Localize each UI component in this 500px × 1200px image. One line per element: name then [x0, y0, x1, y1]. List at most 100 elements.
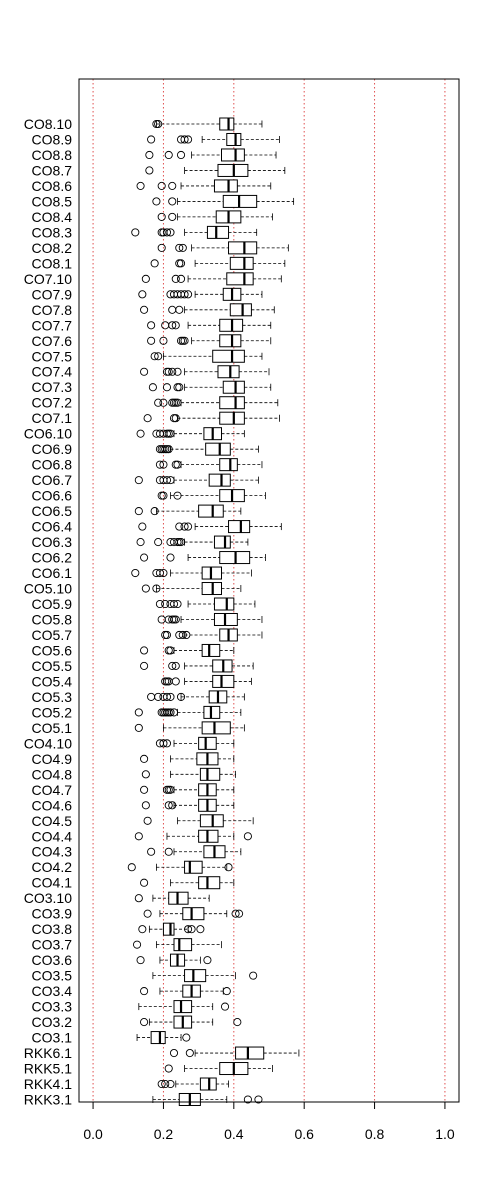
box-CO5.10 [141, 582, 242, 596]
outlier-point [168, 305, 177, 314]
outlier-point [175, 383, 184, 392]
y-label-CO3.1: CO3.1 [32, 1030, 73, 1046]
outlier-point [141, 274, 150, 283]
box-CO7.8 [140, 303, 275, 317]
outlier-point [154, 538, 163, 547]
iqr-box [201, 643, 221, 657]
box-CO4.4 [134, 829, 252, 843]
outlier-point [180, 522, 189, 531]
iqr-box [229, 256, 254, 270]
y-label-RKK3.1: RKK3.1 [24, 1091, 72, 1107]
box-RKK4.1 [157, 1077, 229, 1091]
box-CO7.5 [150, 349, 263, 363]
y-label-CO8.10: CO8.10 [24, 116, 72, 132]
y-label-CO7.8: CO7.8 [32, 302, 73, 318]
iqr-box [198, 876, 221, 890]
iqr-box [184, 860, 203, 874]
box-CO7.4 [140, 365, 270, 379]
y-axis-labels: CO8.10CO8.9CO8.8CO8.7CO8.6CO8.5CO8.4CO8.… [24, 116, 72, 1107]
outlier-point [178, 243, 187, 252]
y-label-CO4.1: CO4.1 [32, 875, 73, 891]
outlier-point [224, 863, 233, 872]
outlier-point [131, 568, 140, 578]
box-CO3.8 [138, 922, 205, 936]
outlier-point [182, 1033, 191, 1042]
iqr-box [213, 179, 238, 193]
iqr-box [235, 1046, 265, 1060]
outlier-point [164, 801, 173, 810]
outlier-point [141, 801, 150, 810]
y-label-CO7.4: CO7.4 [32, 364, 73, 380]
outlier-point [164, 785, 173, 794]
iqr-box [208, 473, 231, 487]
iqr-box [206, 225, 230, 239]
outlier-point [187, 925, 196, 934]
y-label-CO3.6: CO3.6 [32, 952, 73, 968]
outlier-point [162, 692, 172, 701]
box-CO8.9 [147, 132, 280, 146]
box-CO4.8 [141, 767, 236, 781]
y-label-CO7.1: CO7.1 [32, 410, 73, 426]
iqr-box [198, 504, 224, 518]
outlier-point [164, 429, 173, 438]
box-CO6.3 [136, 535, 249, 549]
y-label-CO6.5: CO6.5 [32, 503, 73, 519]
y-label-CO3.8: CO3.8 [32, 921, 73, 937]
y-label-CO7.2: CO7.2 [32, 395, 73, 411]
box-CO5.3 [147, 690, 245, 704]
box-CO3.3 [138, 1000, 230, 1014]
y-label-CO6.6: CO6.6 [32, 488, 73, 504]
outlier-point [141, 770, 150, 779]
outlier-point [145, 150, 154, 160]
outlier-point [196, 925, 205, 934]
y-label-CO5.7: CO5.7 [32, 627, 73, 643]
outlier-point [155, 568, 164, 578]
y-label-CO4.2: CO4.2 [32, 859, 73, 875]
outlier-point [243, 1095, 252, 1104]
box-RKK5.1 [164, 1062, 273, 1076]
outlier-point [161, 1079, 170, 1089]
outlier-point [176, 274, 186, 283]
outlier-point [140, 754, 149, 763]
y-label-CO3.10: CO3.10 [24, 890, 72, 906]
outlier-point [176, 259, 186, 268]
outlier-point [175, 522, 184, 531]
outlier-point [131, 228, 140, 237]
box-CO8.5 [152, 194, 295, 208]
iqr-box [229, 303, 252, 317]
box-CO4.5 [143, 814, 254, 828]
outlier-point [166, 429, 175, 438]
y-label-CO5.8: CO5.8 [32, 611, 73, 627]
outlier-point [169, 414, 179, 423]
x-tick-label: 0.8 [365, 1126, 385, 1142]
y-label-RKK4.1: RKK4.1 [24, 1076, 72, 1092]
outlier-point [138, 522, 147, 531]
outlier-point [157, 181, 166, 190]
outlier-point [180, 135, 189, 144]
box-CO6.8 [155, 458, 263, 472]
iqr-box [150, 1031, 166, 1045]
box-CO8.4 [157, 210, 273, 224]
box-CO7.9 [138, 287, 263, 301]
box-CO8.3 [131, 225, 258, 239]
outlier-point [159, 491, 168, 500]
iqr-box [222, 380, 245, 394]
x-tick-label: 0.4 [224, 1126, 244, 1142]
box-CO7.1 [143, 411, 280, 425]
outlier-point [140, 785, 149, 794]
outlier-point [168, 367, 177, 376]
outlier-point [147, 336, 156, 345]
outlier-point [147, 135, 156, 144]
outlier-point [162, 630, 172, 640]
outlier-point [138, 290, 147, 299]
outlier-point [150, 507, 159, 516]
outlier-point [171, 615, 180, 624]
outlier-point [222, 987, 231, 996]
outlier-point [134, 723, 143, 732]
outlier-point [184, 925, 193, 934]
iqr-box [228, 241, 258, 255]
y-label-CO8.2: CO8.2 [32, 240, 73, 256]
iqr-box [162, 922, 175, 936]
outlier-point [168, 212, 177, 221]
